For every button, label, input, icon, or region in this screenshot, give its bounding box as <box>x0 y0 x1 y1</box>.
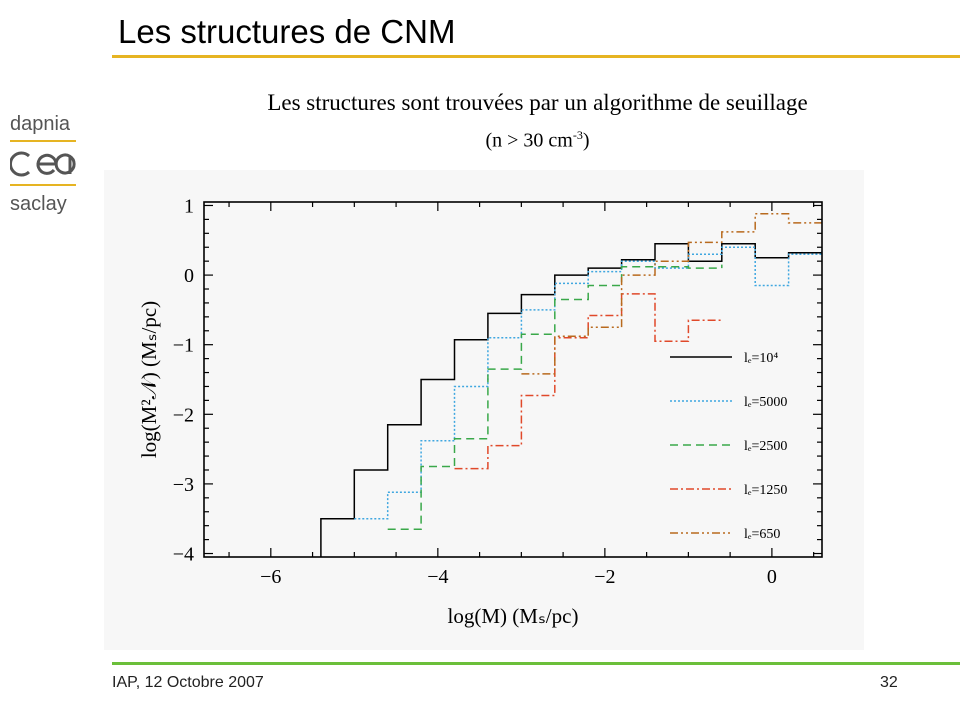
x-tick-label: 0 <box>767 566 777 588</box>
threshold-exponent: -3 <box>572 128 583 142</box>
x-tick-label: −4 <box>427 566 448 588</box>
page-number: 32 <box>880 674 898 691</box>
y-tick-label: −3 <box>173 474 194 496</box>
footer-rule <box>112 662 960 665</box>
logo-saclay: saclay <box>10 193 67 215</box>
footer-event: IAP, 12 Octobre 2007 <box>112 674 264 691</box>
threshold-prefix: (n > 30 cm <box>485 129 573 152</box>
density-threshold: (n > 30 cm-3) <box>0 128 960 153</box>
legend-label: lₑ=1250 <box>744 483 787 498</box>
cea-logo-icon <box>10 151 76 177</box>
plot-frame <box>203 201 823 558</box>
x-tick-label: −2 <box>594 566 615 588</box>
series-line-3 <box>454 293 722 470</box>
logo-divider <box>10 184 76 186</box>
legend-label: lₑ=650 <box>744 527 780 542</box>
legend: lₑ=10⁴ lₑ=5000 lₑ=2500 lₑ=1250 lₑ=650 <box>670 351 787 542</box>
y-tick-label: 0 <box>184 265 194 287</box>
series-layer <box>320 213 822 557</box>
title-rule <box>112 55 960 58</box>
chart-panel: −6 −4 −2 0 −4 −3 −2 −1 0 1 lₑ=10⁴ lₑ=5000 lₑ=2500 lₑ… <box>104 170 864 650</box>
y-tick-label: −1 <box>173 335 194 357</box>
y-tick-label: −4 <box>173 544 194 566</box>
y-tick-label: −2 <box>173 404 194 426</box>
logo-dapnia: dapnia <box>10 113 71 135</box>
ticks-layer: −6 −4 −2 0 −4 −3 −2 −1 0 1 <box>173 195 822 588</box>
y-axis-label: log(M²𝒩) (Mₛ/pc) <box>137 301 161 458</box>
series-line-4 <box>521 213 822 375</box>
mass-spectrum-chart: −6 −4 −2 0−4−3−2−101 lₑ=10⁴lₑ=5000lₑ=2500lₑ… <box>137 195 823 628</box>
y-tick-label: 1 <box>184 195 194 217</box>
logo-divider <box>10 140 76 142</box>
slide-title: Les structures de CNM <box>118 13 456 50</box>
threshold-suffix: ) <box>582 129 590 152</box>
series-line-2 <box>387 264 723 530</box>
x-axis-label: log(M) (Mₛ/pc) <box>448 604 579 628</box>
legend-label: lₑ=10⁴ <box>744 351 778 366</box>
slide-subtitle: Les structures sont trouvées par un algo… <box>267 90 808 115</box>
legend-label: lₑ=5000 <box>744 395 787 410</box>
x-tick-label: −6 <box>260 566 281 588</box>
legend-label: lₑ=2500 <box>744 439 787 454</box>
sidebar-logo: dapnia saclay <box>10 112 80 216</box>
series-line-1 <box>354 246 822 520</box>
series-line-0 <box>320 243 822 557</box>
